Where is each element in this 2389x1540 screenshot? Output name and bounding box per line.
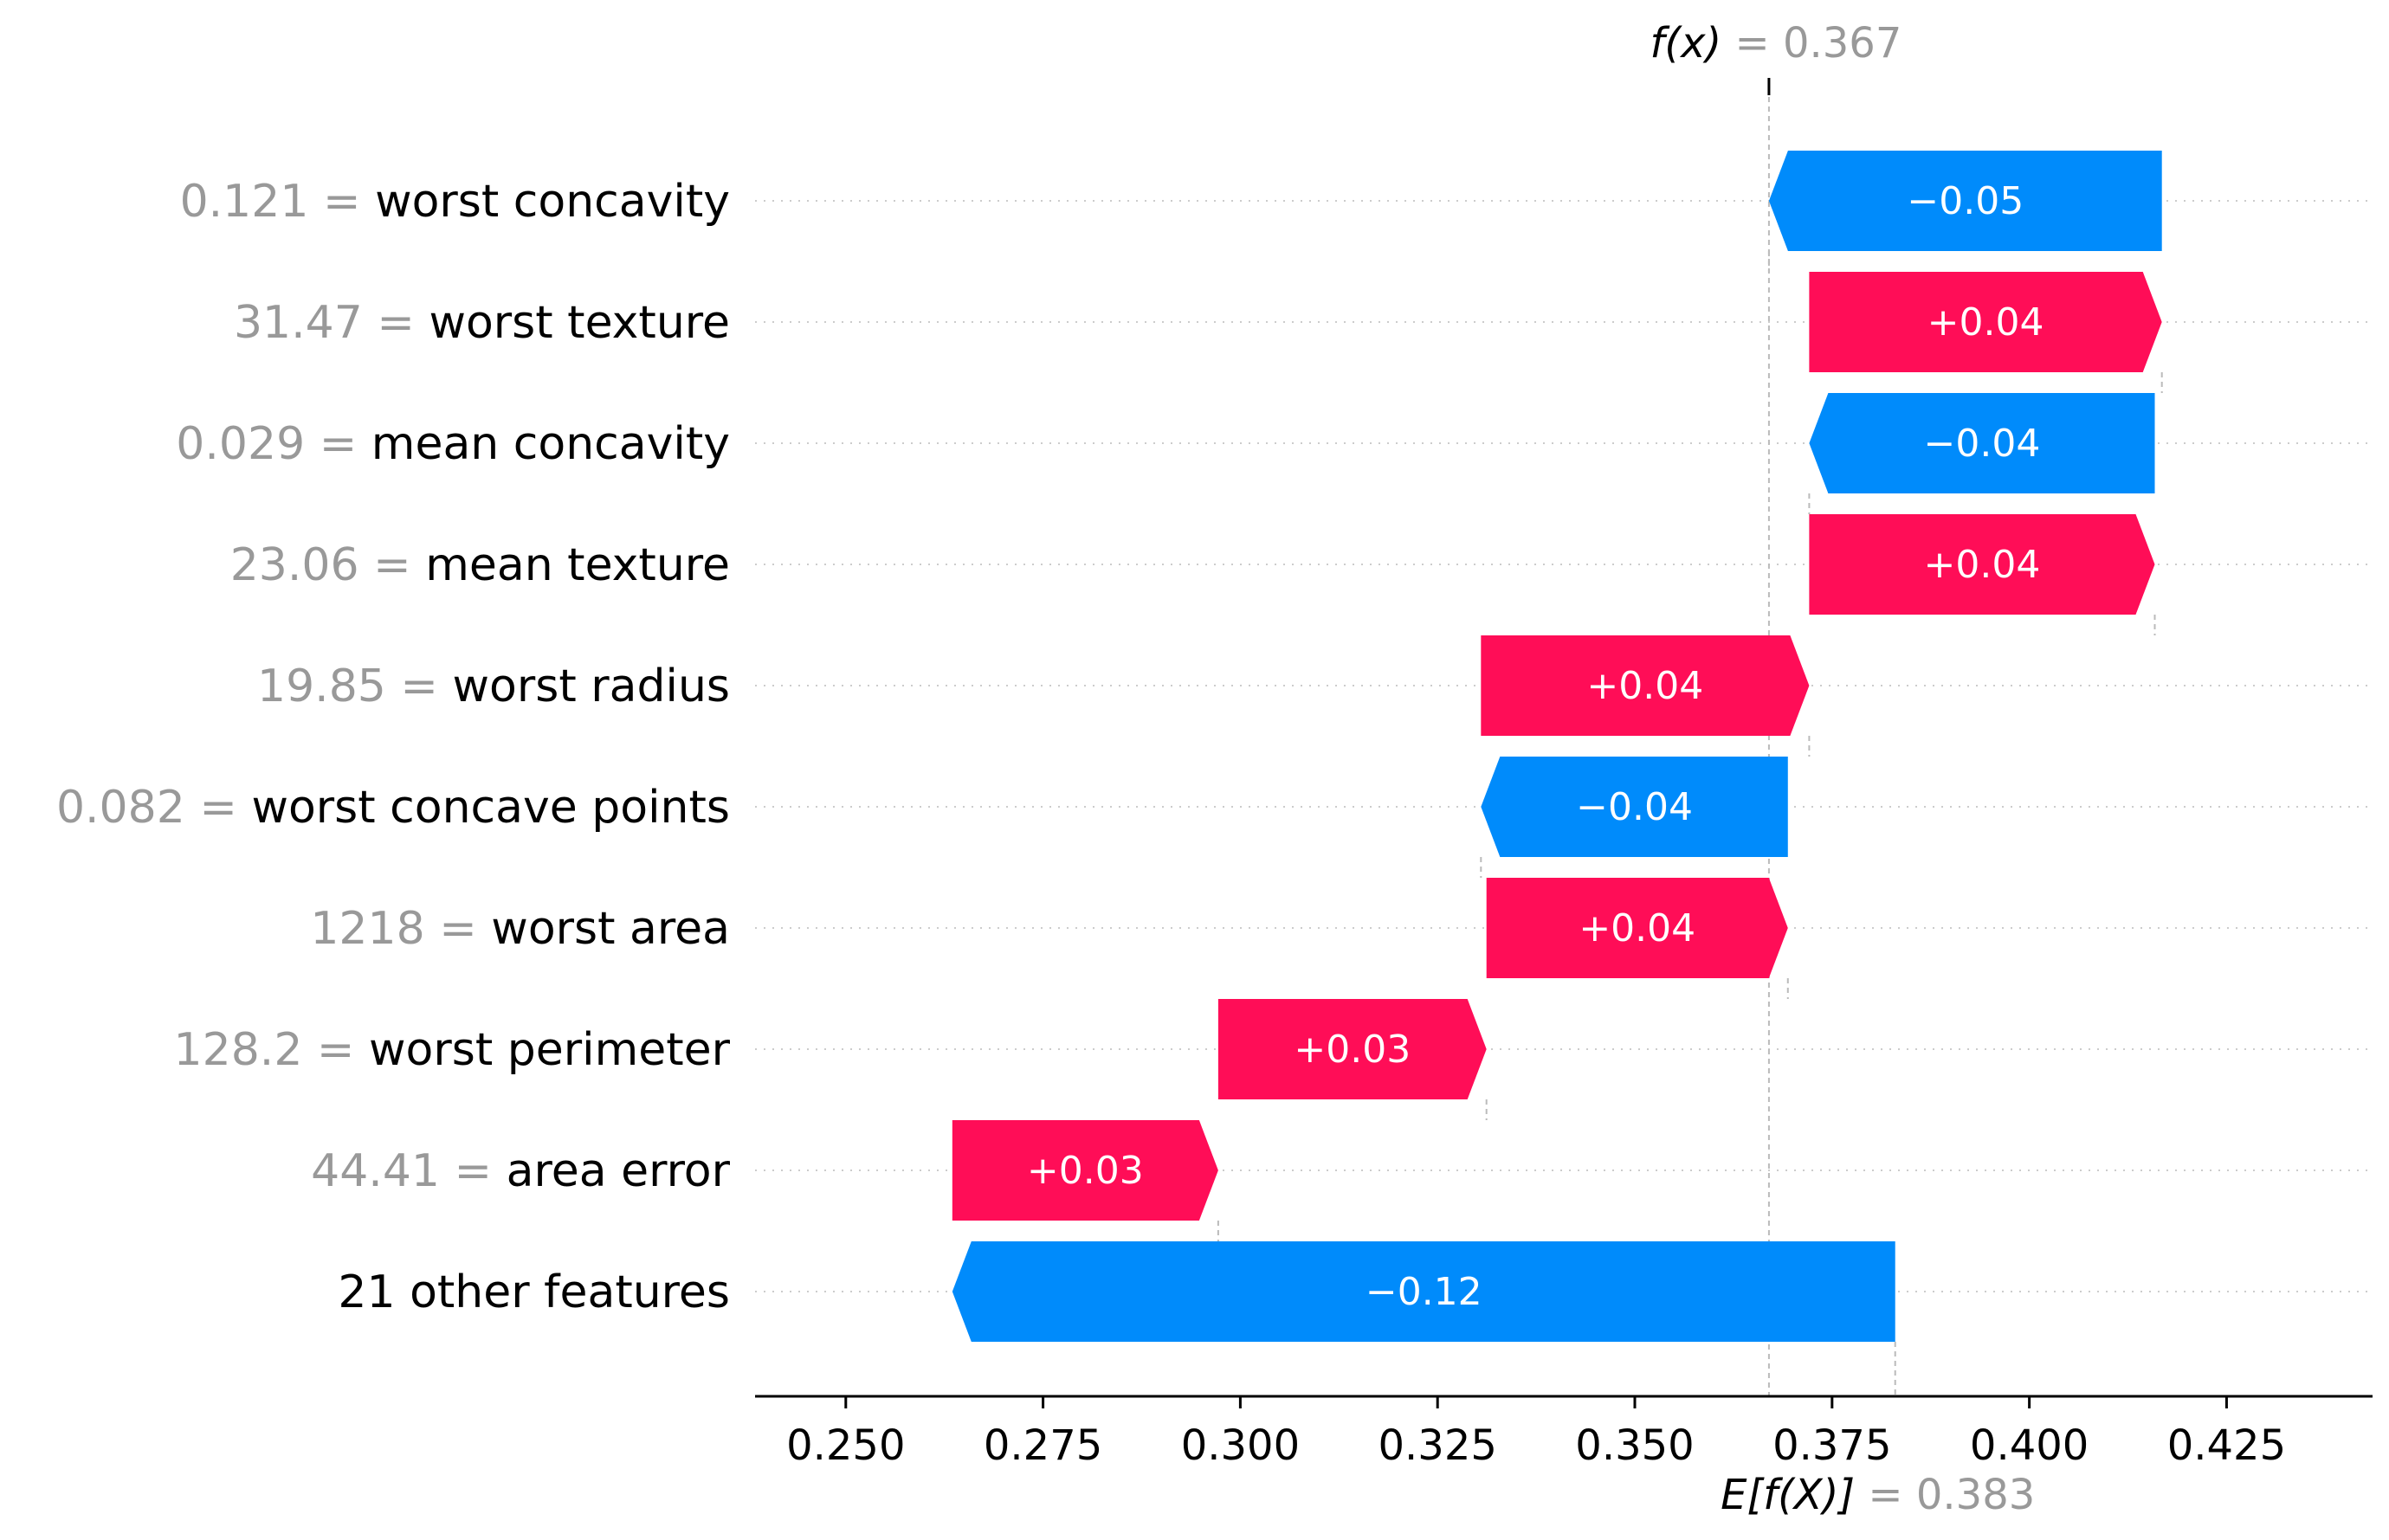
feature-label: 21 other features bbox=[338, 1266, 730, 1318]
x-tick-label: 0.300 bbox=[1181, 1421, 1300, 1470]
bar-value-label: +0.03 bbox=[1294, 1028, 1411, 1072]
feature-value: 19.85 = bbox=[257, 660, 453, 712]
bar-worst-concavity bbox=[1768, 151, 2162, 251]
feature-name: 21 other features bbox=[338, 1266, 730, 1318]
feature-label: 44.41 = area error bbox=[311, 1145, 730, 1197]
bar-value-label: −0.04 bbox=[1924, 422, 2041, 466]
reference-lines bbox=[1217, 78, 2163, 1396]
feature-label: 0.121 = worst concavity bbox=[180, 176, 730, 228]
feature-label: 1218 = worst area bbox=[310, 903, 730, 955]
feature-label: 23.06 = mean texture bbox=[230, 539, 730, 591]
x-tick-label: 0.400 bbox=[1970, 1421, 2089, 1470]
feature-name: mean texture bbox=[425, 539, 730, 591]
bar-worst-radius bbox=[1481, 635, 1810, 736]
x-tick-label: 0.425 bbox=[2167, 1421, 2286, 1470]
bar-value-label: −0.04 bbox=[1576, 785, 1693, 829]
bar-value-label: −0.12 bbox=[1366, 1270, 1482, 1314]
fx-value: = 0.367 bbox=[1721, 19, 1902, 68]
feature-name: mean concavity bbox=[371, 418, 730, 470]
feature-name: area error bbox=[507, 1145, 731, 1197]
feature-name: worst texture bbox=[429, 297, 730, 349]
bars-layer: −0.05 +0.04 −0.04 +0.04 +0.04 −0.04 +0.04 +0.03… bbox=[952, 151, 2162, 1342]
bar-worst-texture bbox=[1809, 272, 2162, 372]
bar-mean-texture bbox=[1809, 514, 2155, 615]
feature-value: 23.06 = bbox=[230, 539, 426, 591]
feature-name: worst concavity bbox=[375, 176, 730, 228]
fx-name: f(x) bbox=[1650, 19, 1721, 68]
ex-annotation: E[f(X)] = 0.383 bbox=[1721, 1471, 2035, 1519]
bar-value-label: +0.04 bbox=[1586, 664, 1703, 708]
bar-worst-concave-points bbox=[1481, 757, 1788, 857]
bar-value-label: +0.03 bbox=[1027, 1149, 1144, 1193]
bar-value-label: +0.04 bbox=[1579, 906, 1695, 950]
x-tick-label: 0.275 bbox=[984, 1421, 1102, 1470]
feature-value: 44.41 = bbox=[311, 1145, 507, 1197]
x-tick-label: 0.250 bbox=[786, 1421, 905, 1470]
bar-value-label: +0.04 bbox=[1924, 543, 2041, 587]
bar-worst-perimeter bbox=[1217, 999, 1487, 1099]
x-tick-label: 0.350 bbox=[1575, 1421, 1694, 1470]
feature-name: worst area bbox=[491, 903, 730, 955]
bar-worst-area bbox=[1486, 878, 1788, 978]
fx-annotation: f(x) = 0.367 bbox=[1650, 19, 1902, 68]
feature-name: worst concave points bbox=[251, 782, 730, 834]
feature-label: 19.85 = worst radius bbox=[257, 660, 730, 712]
bar-value-label: +0.04 bbox=[1927, 300, 2044, 345]
feature-name: worst perimeter bbox=[369, 1024, 731, 1076]
bar-area-error bbox=[952, 1120, 1218, 1221]
feature-value: 0.082 = bbox=[56, 782, 252, 834]
x-axis: 0.250 0.275 0.300 0.325 0.350 0.375 0.400 0.425 bbox=[755, 1395, 2373, 1470]
feature-value: 0.029 = bbox=[176, 418, 371, 470]
feature-name: worst radius bbox=[453, 660, 730, 712]
x-tick-label: 0.375 bbox=[1772, 1421, 1891, 1470]
value-annotations: f(x) = 0.367 E[f(X)] = 0.383 bbox=[1650, 19, 2035, 1519]
feature-label: 0.029 = mean concavity bbox=[176, 418, 730, 470]
feature-value: 0.121 = bbox=[180, 176, 376, 228]
feature-value: 31.47 = bbox=[234, 297, 429, 349]
feature-value: 1218 = bbox=[310, 903, 491, 955]
feature-value: 128.2 = bbox=[174, 1024, 370, 1076]
ex-value: = 0.383 bbox=[1855, 1471, 2035, 1519]
feature-label: 31.47 = worst texture bbox=[234, 297, 730, 349]
ex-name: E[f(X)] bbox=[1721, 1471, 1855, 1519]
bar-value-label: −0.05 bbox=[1907, 179, 2024, 223]
feature-label: 128.2 = worst perimeter bbox=[174, 1024, 731, 1076]
feature-label: 0.082 = worst concave points bbox=[56, 782, 730, 834]
feature-labels-layer: 0.121 = worst concavity 31.47 = worst tex… bbox=[56, 176, 731, 1318]
bar-21-other-features bbox=[952, 1241, 1895, 1342]
bar-mean-concavity bbox=[1809, 393, 2155, 493]
x-tick-label: 0.325 bbox=[1378, 1421, 1496, 1470]
